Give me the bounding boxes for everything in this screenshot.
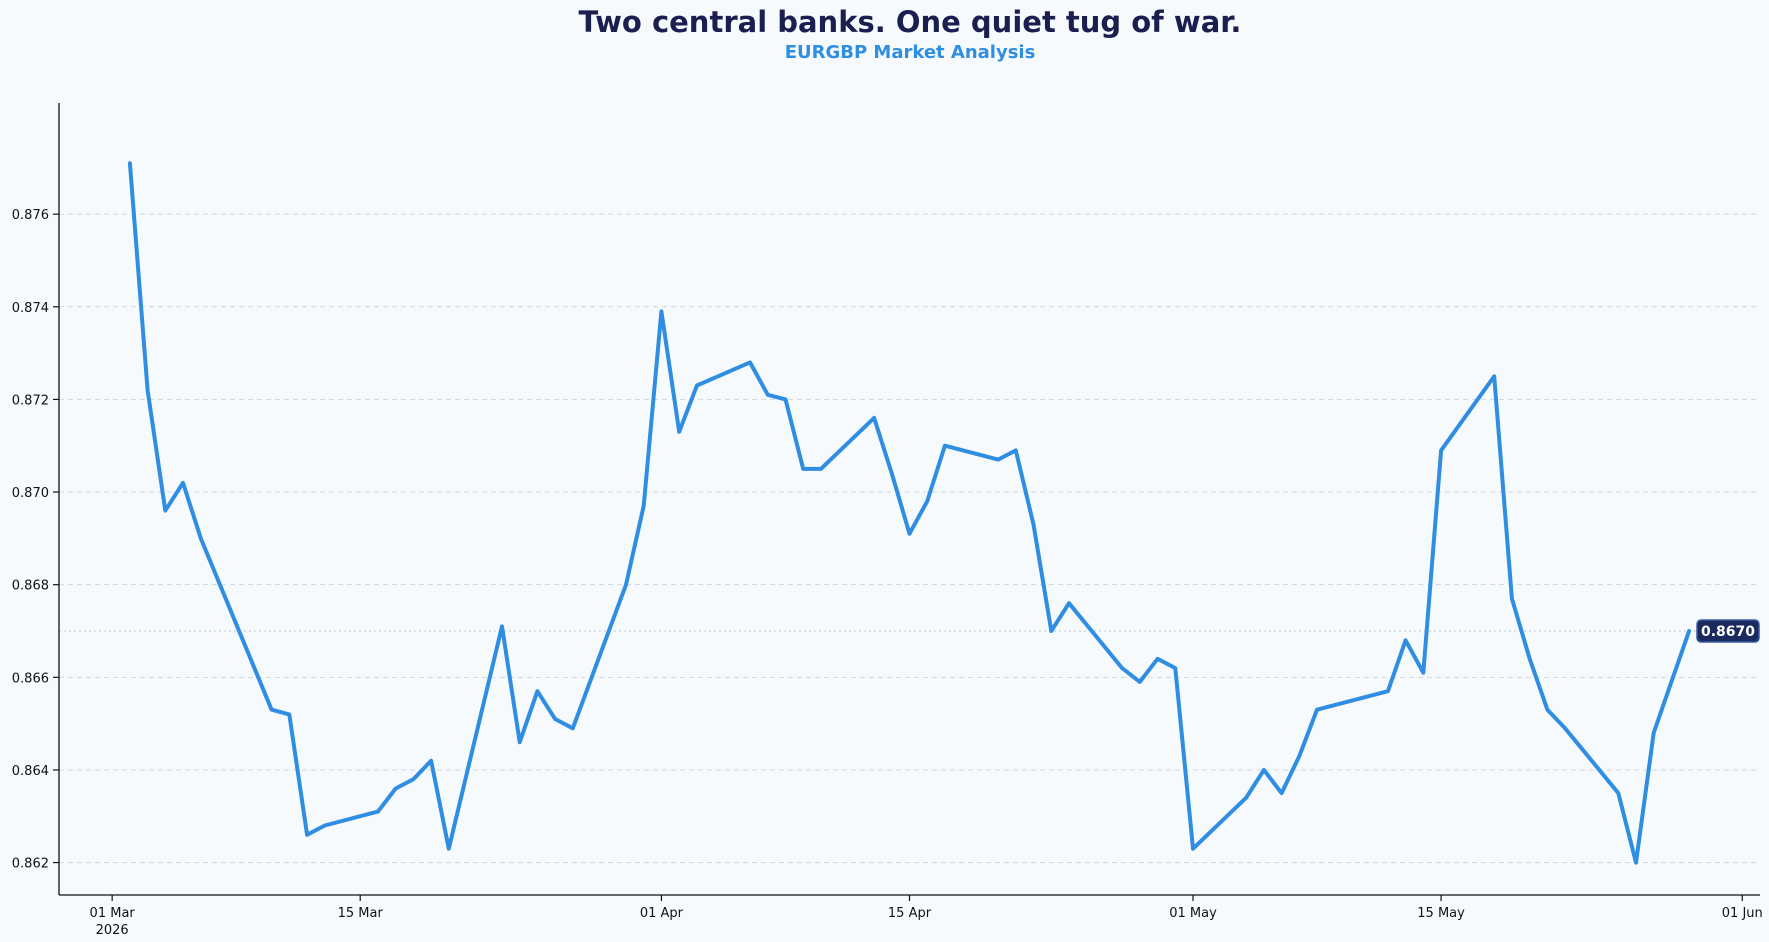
last-value-label: 0.8670 [1701, 624, 1755, 640]
x-axis-ticks: 01 Mar 2026 15 Mar 01 Apr 15 Apr 01 May 15 May… [90, 895, 1763, 938]
x-tick-label: 15 Apr [888, 906, 932, 921]
x-tick-label: 01 Apr [640, 906, 684, 921]
last-value-badge: 0.8670 [1696, 619, 1760, 643]
x-tick-label: 01 Mar [90, 906, 136, 921]
last-value-badge-box [1696, 619, 1760, 643]
chart-title: Two central banks. One quiet tug of war. [579, 5, 1242, 39]
series-layer [127, 161, 1692, 865]
x-tick-label: 15 Mar [338, 906, 384, 921]
x-tick-label: 15 May [1417, 906, 1465, 921]
y-tick-label: 0.868 [12, 579, 49, 594]
y-tick-label: 0.864 [12, 764, 49, 779]
y-tick-label: 0.872 [12, 393, 49, 408]
y-tick-label: 0.870 [12, 486, 49, 501]
x-tick-sublabel: 2026 [96, 923, 129, 938]
series-line-eurgbp [127, 161, 1692, 865]
x-tick-label: 01 Jun [1722, 906, 1763, 921]
x-tick-label: 01 May [1169, 906, 1217, 921]
y-axis-ticks: 0.862 0.864 0.866 0.868 0.870 0.872 0.874 0.876 [12, 208, 59, 872]
y-tick-label: 0.876 [12, 208, 49, 223]
y-tick-label: 0.862 [12, 857, 49, 872]
gridlines [59, 213, 1760, 864]
y-tick-label: 0.874 [12, 301, 49, 316]
y-tick-label: 0.866 [12, 671, 49, 686]
chart-subtitle: EURGBP Market Analysis [785, 42, 1036, 63]
